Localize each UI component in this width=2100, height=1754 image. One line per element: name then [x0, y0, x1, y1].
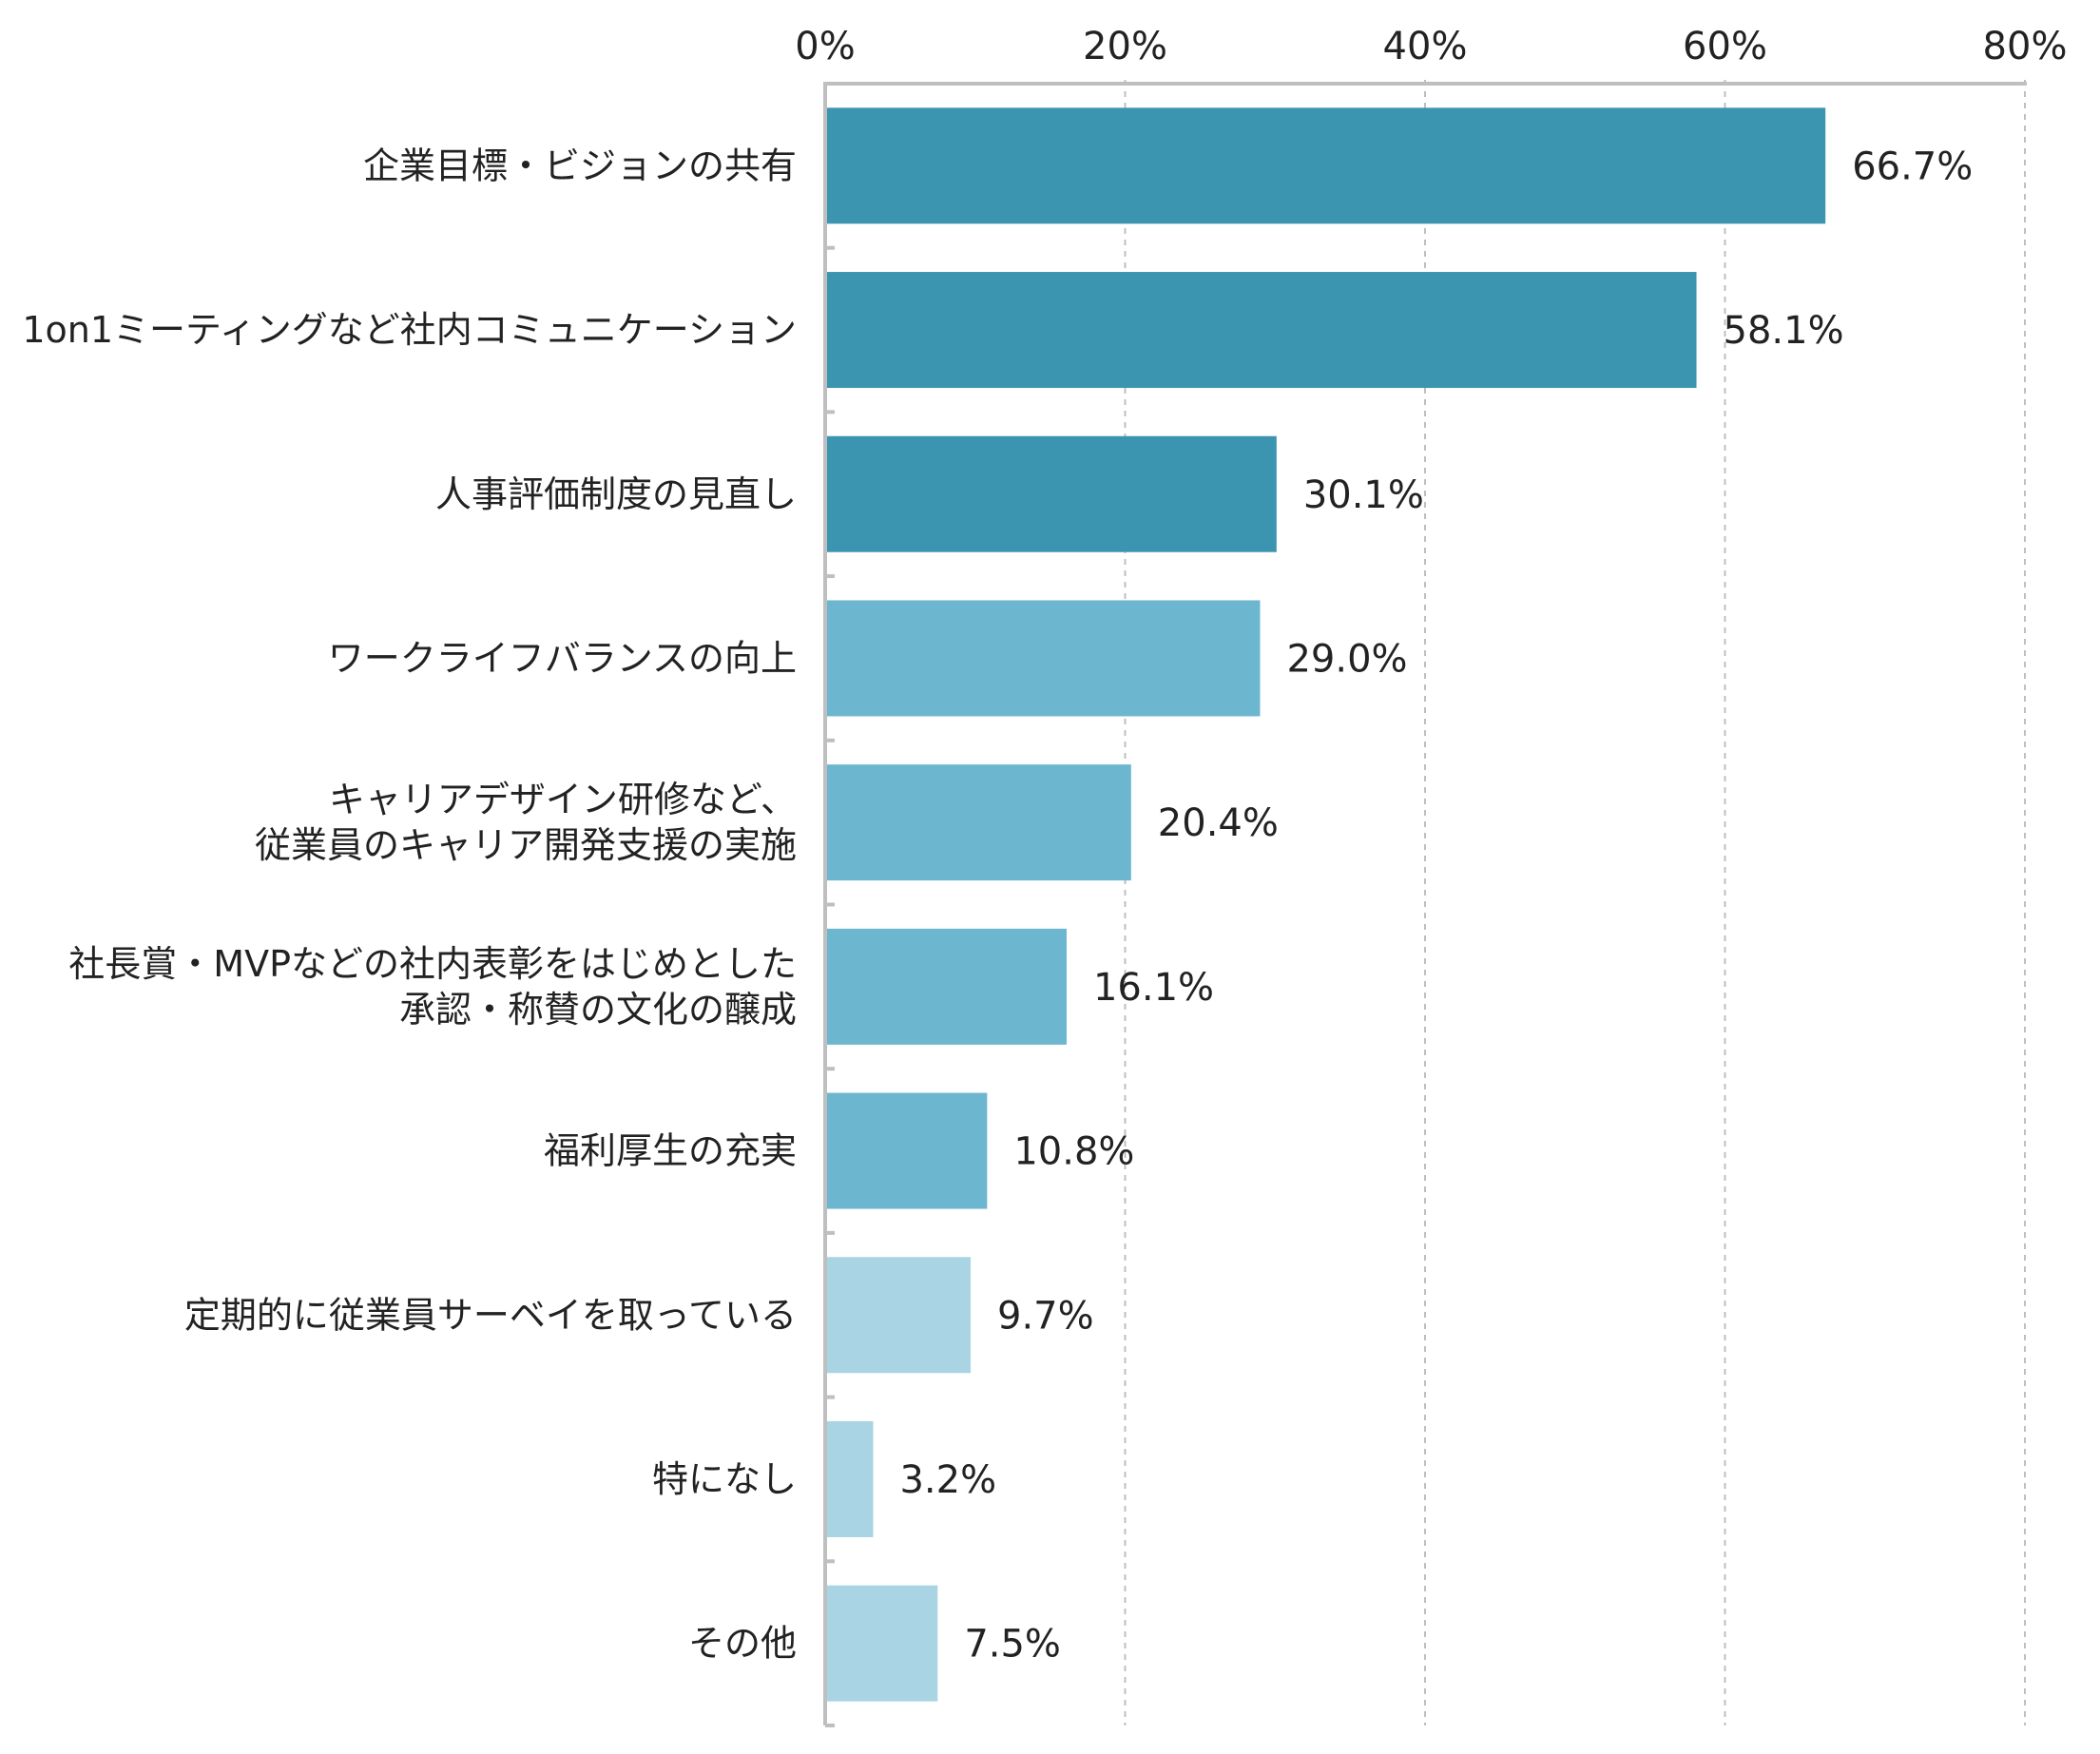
category-label: 企業目標・ビジョンの共有: [363, 145, 797, 186]
x-tick-label: 40%: [1383, 25, 1468, 68]
data-label: 10.8%: [1013, 1130, 1134, 1174]
category-label-line: 承認・称賛の文化の醸成: [399, 989, 797, 1031]
x-tick-label: 80%: [1983, 25, 2068, 68]
data-label: 29.0%: [1286, 637, 1407, 681]
data-labels: 66.7% 58.1% 30.1% 29.0% 20.4% 16.1% 10.8% 9.7% 3…: [899, 145, 1973, 1666]
bar: [825, 1420, 874, 1537]
category-label: 人事評価制度の見直し: [435, 473, 797, 515]
bars: [825, 107, 1826, 1702]
bar: [825, 600, 1261, 717]
data-label: 66.7%: [1852, 145, 1973, 188]
category-label: 社長賞・MVPなどの社内表彰をはじめとした承認・称賛の文化の醸成: [68, 943, 797, 1031]
category-label-line: 企業目標・ビジョンの共有: [363, 145, 797, 186]
bar: [825, 764, 1131, 881]
category-label-line: 人事評価制度の見直し: [435, 473, 797, 515]
axes: [823, 82, 2027, 1727]
bar: [825, 928, 1067, 1045]
category-label-line: 定期的に従業員サーベイを取っている: [184, 1294, 797, 1336]
data-label: 30.1%: [1303, 473, 1424, 517]
category-label: キャリアデザイン研修など、従業員のキャリア開発支援の実施: [255, 779, 797, 866]
x-tick-label: 20%: [1083, 25, 1167, 68]
bar: [825, 1257, 972, 1374]
category-label: 特になし: [652, 1458, 797, 1500]
category-label: 定期的に従業員サーベイを取っている: [184, 1294, 797, 1336]
x-tick-label: 60%: [1683, 25, 1767, 68]
category-label-line: 福利厚生の充実: [544, 1130, 797, 1172]
bar: [825, 1585, 938, 1702]
bar: [825, 435, 1277, 552]
category-label-line: 社長賞・MVPなどの社内表彰をはじめとした: [68, 943, 797, 985]
category-label-line: ワークライフバランスの向上: [328, 637, 797, 679]
data-label: 3.2%: [899, 1458, 996, 1502]
x-tick-label: 0%: [795, 25, 855, 68]
category-label-line: キャリアデザイン研修など、: [329, 779, 797, 820]
category-label: 1on1ミーティングなど社内コミュニケーション: [22, 309, 797, 351]
data-label: 58.1%: [1724, 309, 1844, 353]
category-label: 福利厚生の充実: [544, 1130, 797, 1172]
x-tick-labels: 0% 20% 40% 60% 80%: [795, 25, 2067, 68]
bar: [825, 1092, 988, 1209]
data-label: 9.7%: [997, 1294, 1094, 1338]
category-labels: 企業目標・ビジョンの共有 1on1ミーティングなど社内コミュニケーション人事評価制…: [22, 145, 797, 1664]
data-label: 16.1%: [1093, 966, 1214, 1010]
category-label: ワークライフバランスの向上: [328, 637, 797, 679]
category-label-line: 特になし: [652, 1458, 797, 1500]
category-label: その他: [688, 1623, 797, 1665]
bar: [825, 272, 1697, 389]
data-label: 20.4%: [1158, 801, 1279, 845]
data-label: 7.5%: [964, 1623, 1061, 1667]
category-label-line: 1on1ミーティングなど社内コミュニケーション: [22, 309, 797, 351]
bar: [825, 107, 1826, 224]
category-label-line: 従業員のキャリア開発支援の実施: [255, 824, 797, 866]
category-label-line: その他: [688, 1623, 797, 1665]
